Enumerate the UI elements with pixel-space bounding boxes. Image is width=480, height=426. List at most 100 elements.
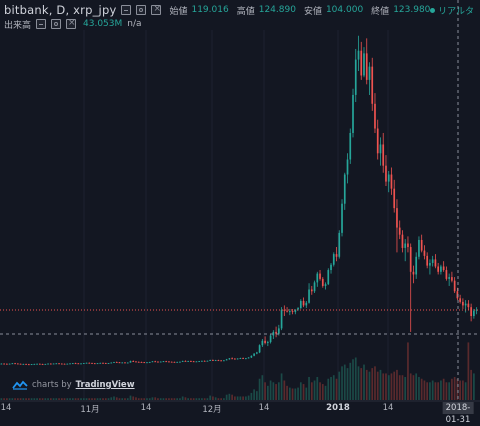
volume-bar xyxy=(80,398,82,400)
candle xyxy=(371,57,374,111)
candle-body xyxy=(60,363,63,365)
candle-body xyxy=(157,361,159,363)
candle xyxy=(47,363,49,365)
candle-body xyxy=(467,303,470,308)
volume-bar xyxy=(266,385,269,400)
symbol-label[interactable]: bitbank, D, xrp_jpy xyxy=(4,3,117,17)
candle-body xyxy=(429,262,431,266)
volume-bar xyxy=(176,398,179,400)
candle-body xyxy=(409,247,412,272)
volume-bar xyxy=(121,398,124,400)
candle xyxy=(462,298,464,309)
volume-bar xyxy=(187,398,190,400)
candle xyxy=(49,363,52,365)
candle-body xyxy=(360,50,363,76)
volume-bar xyxy=(19,398,22,400)
candle xyxy=(228,358,231,360)
volume-bar xyxy=(132,396,135,400)
candle-body xyxy=(231,358,233,360)
volume-bar xyxy=(245,396,247,400)
volume-bar xyxy=(321,384,324,400)
close-icon[interactable] xyxy=(151,4,162,15)
volume-bar xyxy=(409,373,412,400)
volume-bar xyxy=(247,395,250,400)
candle-body xyxy=(448,277,450,279)
candle xyxy=(124,362,126,364)
candle xyxy=(85,362,88,364)
volume-bar xyxy=(412,375,415,400)
volume-bar xyxy=(313,380,316,400)
candle-body xyxy=(396,208,398,228)
volume-bar xyxy=(52,398,55,400)
candlestick-chart[interactable] xyxy=(0,0,480,415)
volume-settings-icon[interactable] xyxy=(51,19,62,29)
candle xyxy=(470,303,472,322)
candle-body xyxy=(343,174,346,204)
candle xyxy=(55,363,58,365)
volume-bar xyxy=(431,380,434,400)
candle-body xyxy=(423,250,426,256)
volume-hide-button[interactable] xyxy=(36,19,47,29)
candle-body xyxy=(451,277,453,281)
settings-icon[interactable] xyxy=(136,5,147,15)
candle xyxy=(209,359,211,362)
candle-body xyxy=(316,273,319,283)
volume-bar xyxy=(434,382,437,400)
candle xyxy=(66,363,69,365)
candle-body xyxy=(338,232,341,257)
volume-bar xyxy=(376,371,379,400)
candle-body xyxy=(223,360,225,362)
volume-bar xyxy=(379,369,382,400)
chart-grid xyxy=(83,30,389,400)
candle-body xyxy=(69,363,71,365)
candle-body xyxy=(376,128,379,154)
candle-body xyxy=(462,301,464,306)
candle xyxy=(126,362,129,364)
candle xyxy=(288,308,291,316)
candle xyxy=(17,363,19,365)
candle xyxy=(382,132,385,173)
volume-bar xyxy=(118,398,121,400)
candle-body xyxy=(102,362,104,364)
candle xyxy=(412,265,415,284)
volume-bar xyxy=(220,398,222,400)
candle-body xyxy=(135,361,137,363)
candle xyxy=(223,360,225,362)
volume-bar xyxy=(107,398,110,400)
candle-body xyxy=(253,353,255,356)
volume-bar xyxy=(297,387,299,400)
hide-series-button[interactable] xyxy=(121,5,132,15)
volume-bar xyxy=(374,366,376,400)
candle-body xyxy=(302,300,305,306)
candle xyxy=(96,363,99,365)
candle-body xyxy=(475,309,478,311)
volume-bar xyxy=(330,376,332,400)
candle-body xyxy=(58,363,60,365)
high-value: 124.890 xyxy=(258,5,296,15)
date-label: 14 xyxy=(258,403,270,413)
volume-bar xyxy=(115,397,118,400)
volume-bar xyxy=(192,398,195,400)
candle-body xyxy=(33,363,36,365)
candle xyxy=(280,307,283,331)
candle-body xyxy=(305,302,308,306)
candle xyxy=(60,363,63,365)
candle xyxy=(310,285,313,295)
tradingview-link[interactable]: TradingView xyxy=(75,380,135,390)
volume-bar xyxy=(288,387,291,400)
candle-body xyxy=(121,362,124,364)
volume-bar xyxy=(126,398,129,400)
candle-body xyxy=(110,362,113,364)
candle xyxy=(319,270,321,281)
volume-bar xyxy=(137,398,140,400)
candle xyxy=(22,363,25,365)
candle-body xyxy=(354,59,357,95)
date-label: 14 xyxy=(140,403,152,413)
volume-bar xyxy=(294,388,297,400)
candle-body xyxy=(151,361,154,363)
candle xyxy=(379,137,382,166)
volume-bar xyxy=(33,398,36,400)
close-value: 123.980 xyxy=(393,5,431,15)
volume-close-icon[interactable] xyxy=(66,18,77,29)
candle-body xyxy=(258,345,261,353)
